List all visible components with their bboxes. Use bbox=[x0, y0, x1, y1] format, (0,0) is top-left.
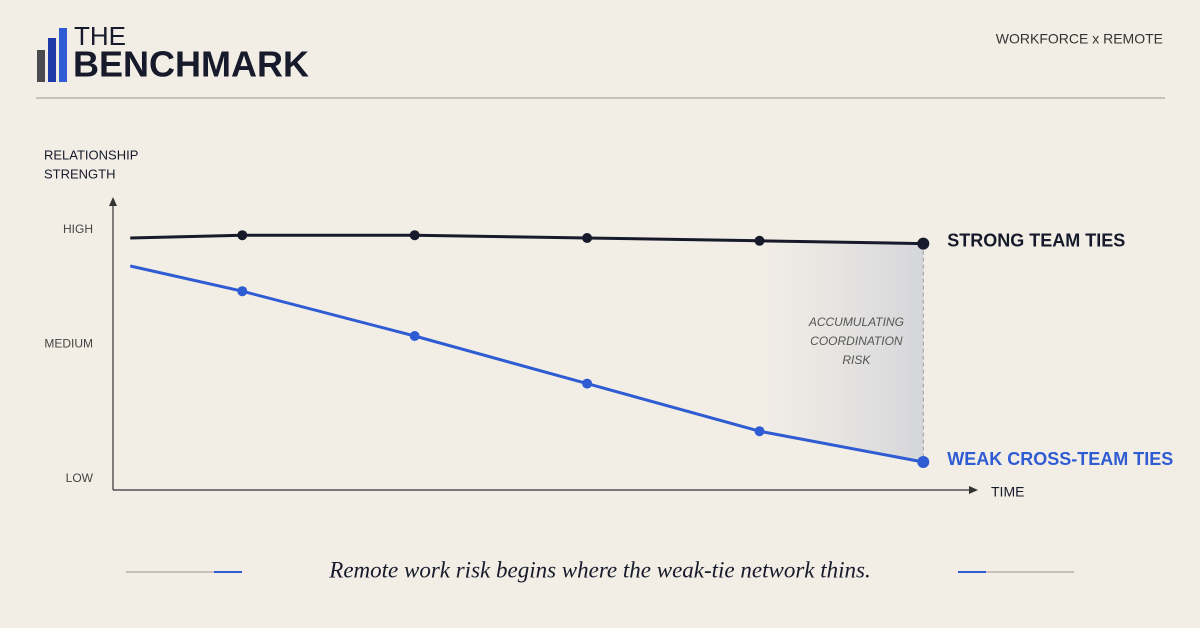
series-label: WEAK CROSS-TEAM TIES bbox=[947, 449, 1173, 469]
point bbox=[582, 233, 593, 243]
y-axis-arrow bbox=[109, 197, 117, 206]
y-axis-title: RELATIONSHIP bbox=[44, 147, 138, 162]
point bbox=[917, 237, 930, 250]
y-axis-title: STRENGTH bbox=[44, 166, 116, 181]
header-tag: WORKFORCE x REMOTE bbox=[996, 31, 1163, 47]
series-line bbox=[130, 233, 924, 246]
point bbox=[754, 235, 765, 246]
point bbox=[409, 230, 420, 241]
annotation: COORDINATION bbox=[810, 334, 903, 348]
risk-area bbox=[759, 240, 924, 462]
logo-bar bbox=[59, 28, 67, 82]
logo-bar bbox=[48, 38, 56, 82]
x-axis-arrow bbox=[969, 486, 978, 494]
series-label: STRONG TEAM TIES bbox=[947, 230, 1125, 250]
point bbox=[237, 286, 248, 297]
y-tick-label: HIGH bbox=[63, 222, 93, 236]
y-tick-label: LOW bbox=[66, 471, 94, 485]
logo-top: THE bbox=[74, 21, 126, 51]
annotation: RISK bbox=[842, 353, 871, 367]
caption: Remote work risk begins where the weak-t… bbox=[328, 557, 870, 582]
point bbox=[582, 378, 593, 389]
annotation: ACCUMULATING bbox=[808, 315, 904, 329]
logo-bottom: BENCHMARK bbox=[73, 44, 309, 85]
series-line bbox=[129, 264, 924, 464]
point bbox=[237, 230, 248, 241]
y-tick-label: MEDIUM bbox=[44, 337, 93, 351]
point bbox=[409, 331, 420, 341]
logo-bar bbox=[37, 50, 45, 82]
x-axis-title: TIME bbox=[991, 484, 1024, 500]
plot: RELATIONSHIP STRENGTH TIME HIGH MEDIUM LOW ACC… bbox=[44, 147, 1173, 499]
point bbox=[917, 456, 930, 468]
logo: THE BENCHMARK bbox=[37, 21, 309, 85]
point bbox=[754, 426, 765, 437]
